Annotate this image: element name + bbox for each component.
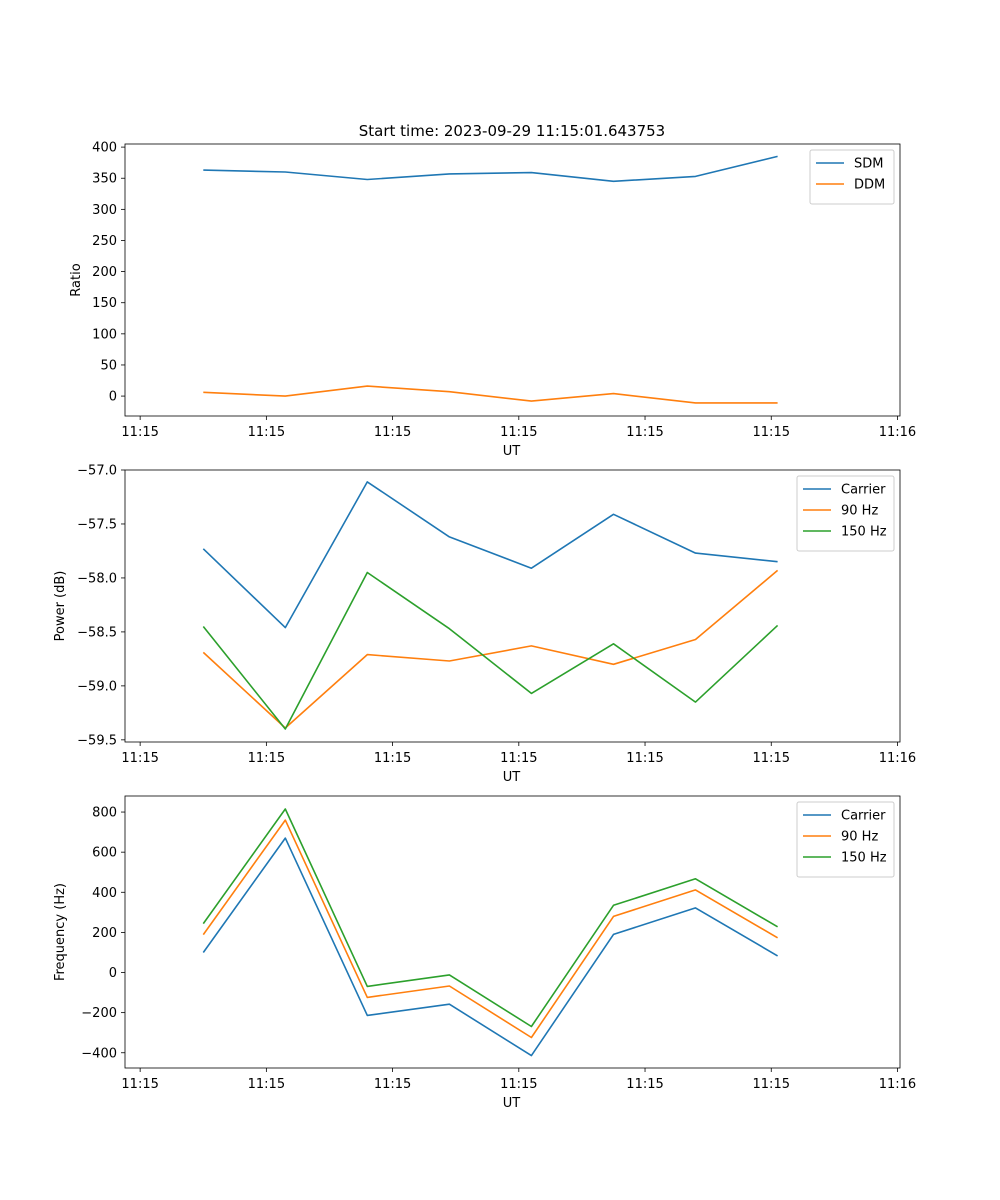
y-tick-label: −200	[81, 1006, 117, 1021]
y-tick-label: −57.5	[77, 517, 117, 532]
legend-box	[796, 475, 895, 552]
x-axis-label: UT	[503, 1096, 521, 1111]
legend-label: Carrier	[841, 483, 886, 498]
x-axis-label: UT	[503, 444, 521, 459]
axes-frame	[124, 143, 901, 417]
x-tick-label: 11:15	[753, 425, 790, 440]
y-tick-label: −58.5	[77, 625, 117, 640]
x-tick-label: 11:15	[626, 425, 663, 440]
y-tick-label: 250	[92, 234, 117, 249]
x-tick-label: 11:15	[753, 1077, 790, 1092]
series-line-sdm	[203, 155, 778, 183]
x-tick-label: 11:15	[121, 751, 158, 766]
x-tick-label: 11:16	[879, 751, 916, 766]
x-tick-label: 11:16	[879, 1077, 916, 1092]
y-tick-label: 400	[92, 141, 117, 156]
x-tick-label: 11:15	[374, 751, 411, 766]
x-tick-label: 11:15	[500, 425, 537, 440]
y-tick-label: 0	[109, 966, 117, 981]
legend-label: Carrier	[841, 809, 886, 824]
y-axis-label: Frequency (Hz)	[53, 883, 68, 981]
y-tick-label: 800	[92, 806, 117, 821]
x-tick-label: 11:15	[626, 1077, 663, 1092]
y-tick-label: −400	[81, 1046, 117, 1061]
y-tick-label: 300	[92, 203, 117, 218]
legend-label: SDM	[854, 157, 883, 172]
series-line-150-hz	[202, 571, 779, 730]
series-line-90-hz	[202, 569, 779, 729]
x-tick-label: 11:15	[121, 1077, 158, 1092]
y-tick-label: 50	[100, 358, 117, 373]
y-tick-label: 0	[109, 390, 117, 405]
x-tick-label: 11:15	[121, 425, 158, 440]
y-tick-label: 100	[92, 327, 117, 342]
legend-label: 150 Hz	[841, 525, 887, 540]
y-axis-label: Ratio	[69, 263, 84, 296]
x-tick-label: 11:15	[248, 751, 285, 766]
series-line-carrier	[202, 481, 778, 629]
legend-label: 90 Hz	[841, 504, 878, 519]
y-tick-label: −57.0	[77, 464, 117, 479]
x-tick-label: 11:15	[248, 425, 285, 440]
y-tick-label: 200	[92, 265, 117, 280]
y-tick-label: 400	[92, 886, 117, 901]
axes-frame	[124, 469, 901, 743]
x-tick-label: 11:15	[374, 425, 411, 440]
y-tick-label: −59.0	[77, 679, 117, 694]
series-line-ddm	[203, 385, 778, 404]
figure-title: Start time: 2023-09-29 11:15:01.643753	[359, 122, 665, 140]
y-tick-label: −58.0	[77, 571, 117, 586]
frequency-panel: 11:15 11:15 11:15 11:15 11:15 11:15 11:16 −400 −…	[53, 795, 916, 1111]
legend-box	[796, 801, 895, 878]
y-tick-label: 600	[92, 846, 117, 861]
legend-label: 150 Hz	[841, 851, 887, 866]
series-line-90-hz	[202, 819, 779, 1039]
y-tick-label: 200	[92, 926, 117, 941]
y-tick-label: −59.5	[77, 733, 117, 748]
axes-frame	[124, 795, 901, 1069]
x-tick-label: 11:15	[374, 1077, 411, 1092]
x-tick-label: 11:15	[626, 751, 663, 766]
series-line-carrier	[202, 837, 779, 1057]
x-tick-label: 11:15	[248, 1077, 285, 1092]
y-tick-label: 350	[92, 172, 117, 187]
x-tick-label: 11:15	[500, 751, 537, 766]
x-tick-label: 11:16	[879, 425, 916, 440]
power-panel: 11:15 11:15 11:15 11:15 11:15 11:15 11:16 −59.5…	[53, 464, 916, 786]
y-tick-label: 150	[92, 296, 117, 311]
legend-label: 90 Hz	[841, 830, 878, 845]
x-tick-label: 11:15	[500, 1077, 537, 1092]
legend-label: DDM	[854, 178, 885, 193]
series-line-150-hz	[202, 808, 779, 1028]
y-axis-label: Power (dB)	[53, 571, 68, 642]
ratio-panel: 11:15 11:15 11:15 11:15 11:15 11:15 11:16 0 50 10…	[69, 141, 916, 459]
x-axis-label: UT	[503, 770, 521, 785]
x-tick-label: 11:15	[753, 751, 790, 766]
